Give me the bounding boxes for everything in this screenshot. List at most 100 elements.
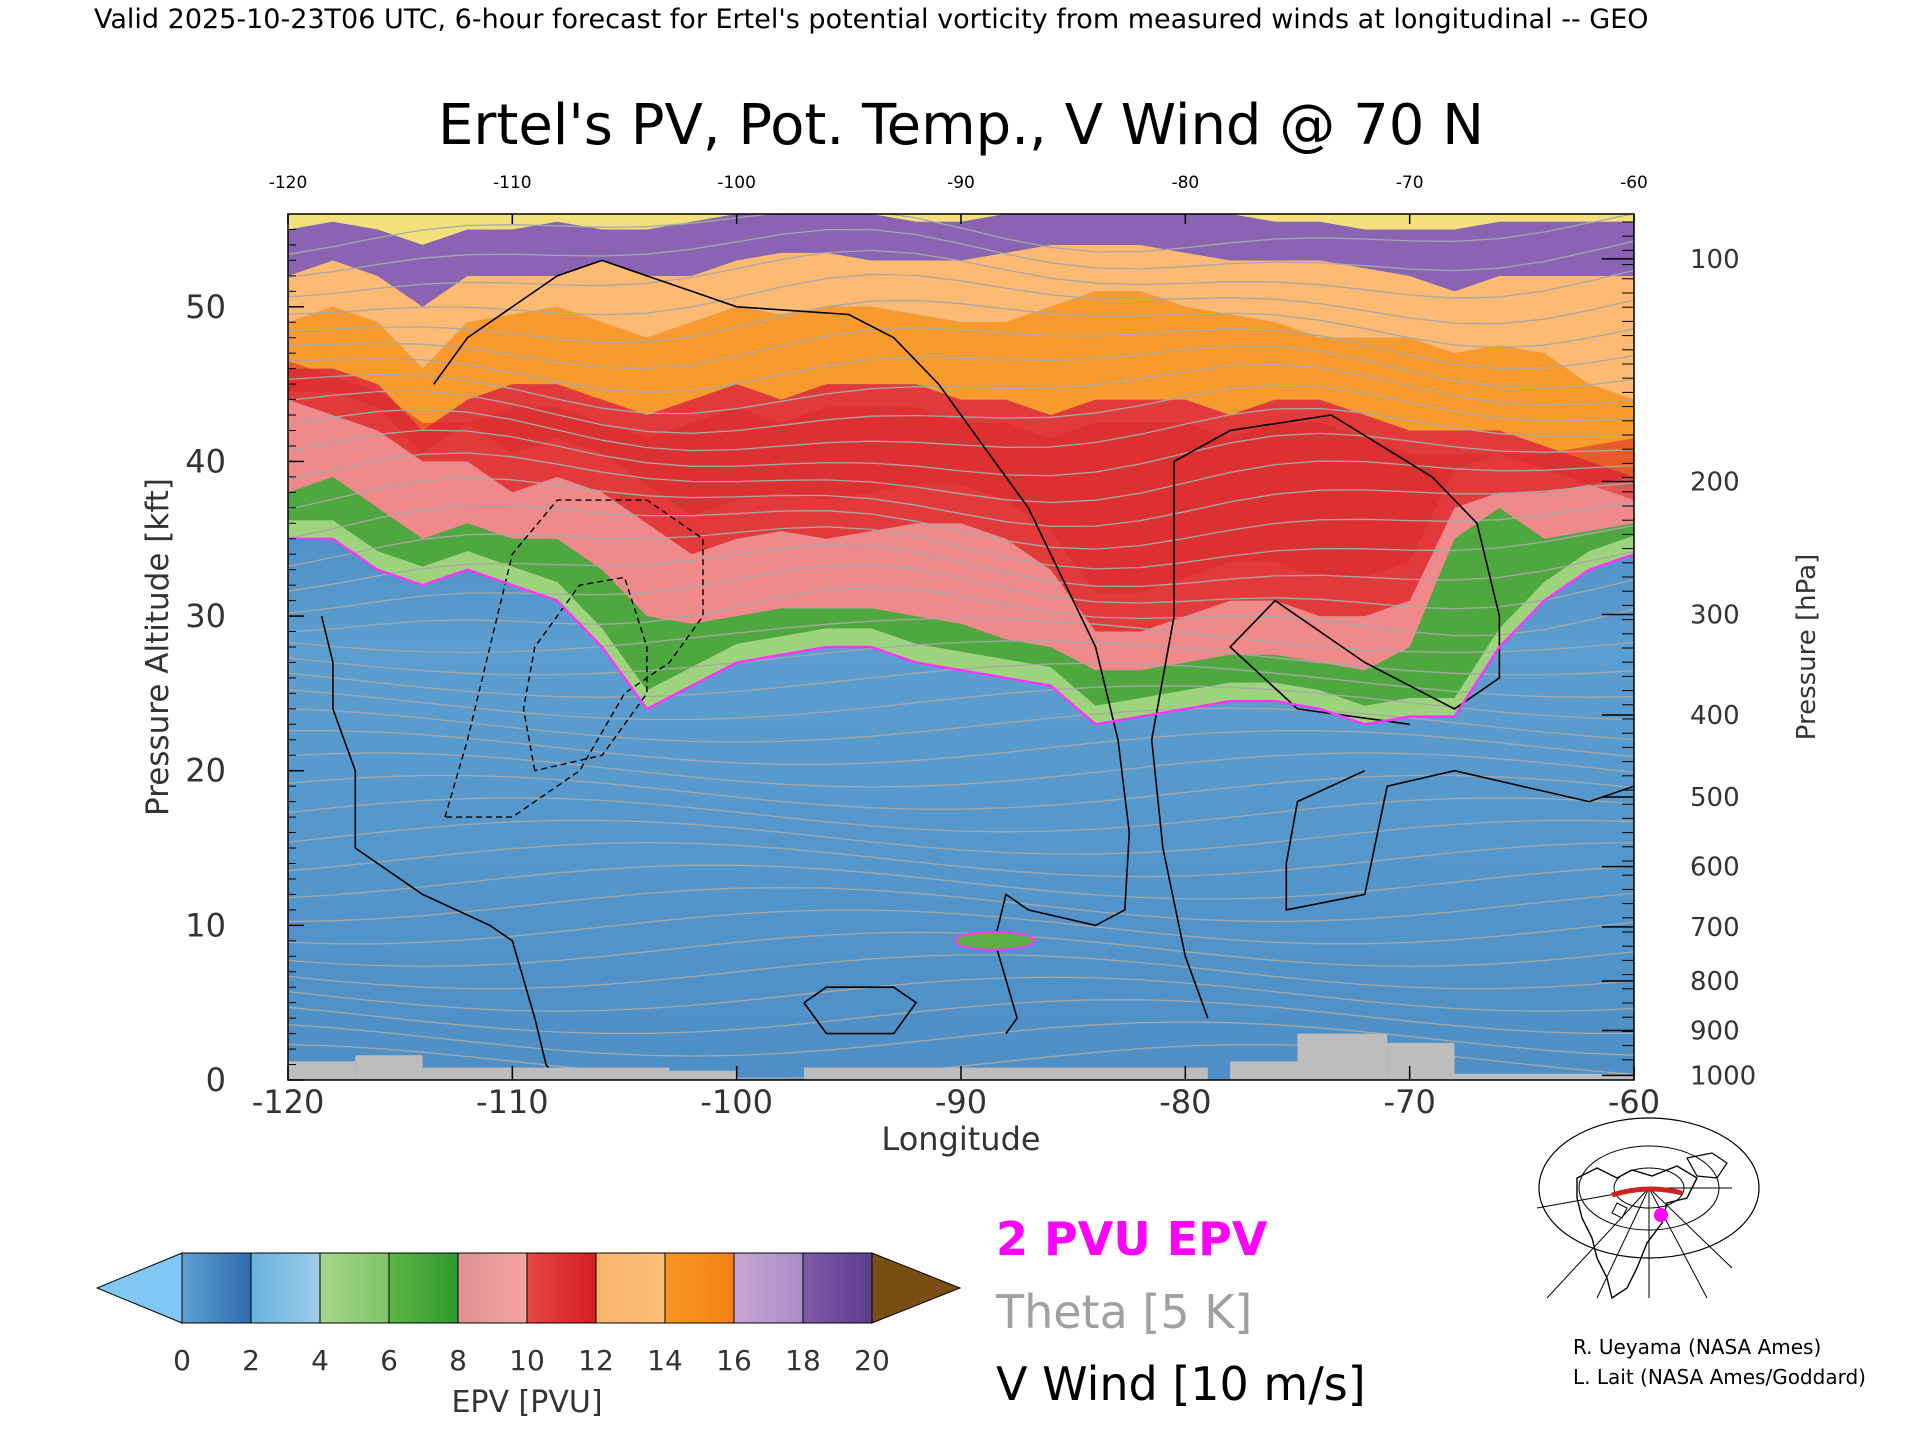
pv-band-pink bbox=[288, 399, 1634, 671]
colorbar-segment bbox=[388, 1252, 459, 1324]
pressure-tick-label: 800 bbox=[1690, 967, 1740, 997]
vwind-contour-negative bbox=[522, 576, 648, 772]
theta-contour bbox=[288, 976, 1634, 1012]
x-axis-label: Longitude bbox=[881, 1120, 1040, 1158]
colorbar-segment bbox=[595, 1252, 666, 1324]
theta-contour bbox=[288, 999, 1634, 1035]
pvu-2-blob bbox=[953, 930, 1036, 951]
theta-contour bbox=[288, 544, 1634, 592]
legend-theta: Theta [5 K] bbox=[995, 1285, 1252, 1339]
theta-contour bbox=[288, 477, 1634, 528]
x-tick-label: -70 bbox=[1384, 1083, 1436, 1121]
pressure-tick-label: 100 bbox=[1690, 245, 1740, 275]
legend-pvu: 2 PVU EPV bbox=[996, 1212, 1268, 1266]
theta-contour bbox=[288, 886, 1634, 923]
theta-contour bbox=[288, 617, 1634, 654]
colorbar-under-arrow bbox=[95, 1252, 183, 1324]
terrain-block bbox=[1230, 1061, 1298, 1080]
y-tick-label: 30 bbox=[185, 597, 226, 635]
colorbar-tick-label: 12 bbox=[578, 1344, 614, 1377]
theta-contour bbox=[288, 214, 1634, 255]
x-tick-label-top: -110 bbox=[493, 173, 532, 193]
pressure-tick-label: 500 bbox=[1690, 783, 1740, 813]
vwind-contour bbox=[433, 259, 1131, 1035]
terrain-block bbox=[1297, 1033, 1388, 1080]
x-tick-label-top: -60 bbox=[1620, 173, 1648, 193]
colorbar-tick-label: 18 bbox=[785, 1344, 821, 1377]
x-tick-label: -90 bbox=[935, 1083, 987, 1121]
theta-contour bbox=[288, 363, 1634, 415]
colorbar-segment bbox=[526, 1252, 597, 1324]
vwind-contour-negative bbox=[444, 499, 704, 818]
y-tick-label: 10 bbox=[185, 906, 226, 944]
theta-contour bbox=[288, 586, 1634, 637]
colorbar-segment bbox=[250, 1252, 321, 1324]
theta-contour bbox=[288, 931, 1634, 967]
colorbar-over-arrow bbox=[871, 1252, 962, 1324]
y-tick-label: 20 bbox=[185, 752, 226, 790]
x-tick-label: -60 bbox=[1608, 1083, 1660, 1121]
terrain-block bbox=[669, 1070, 737, 1080]
theta-contour bbox=[288, 797, 1634, 833]
x-tick-label: -110 bbox=[476, 1083, 549, 1121]
pressure-tick-label: 300 bbox=[1690, 601, 1740, 631]
theta-contour bbox=[288, 909, 1634, 945]
terrain-block bbox=[288, 1061, 356, 1080]
terrain-block bbox=[355, 1055, 423, 1080]
pv-band-light-green bbox=[288, 520, 1634, 725]
colorbar-tick-label: 6 bbox=[380, 1344, 398, 1377]
pvu-2-contour bbox=[288, 537, 1634, 726]
theta-contour bbox=[288, 564, 1634, 614]
theta-contour bbox=[288, 774, 1634, 810]
theta-contour bbox=[288, 345, 1634, 394]
theta-contour bbox=[288, 452, 1634, 504]
y-tick-label: 40 bbox=[185, 442, 226, 480]
legend-vwind: V Wind [10 m/s] bbox=[996, 1357, 1366, 1411]
pressure-tick-label: 700 bbox=[1690, 913, 1740, 943]
vwind-contour bbox=[803, 986, 918, 1035]
x-tick-label-top: -120 bbox=[269, 173, 308, 193]
pressure-tick-label: 900 bbox=[1690, 1017, 1740, 1047]
locator-map bbox=[1536, 1117, 1760, 1300]
y-axis-label: Pressure Altitude [kft] bbox=[140, 478, 176, 816]
theta-contour bbox=[288, 273, 1634, 325]
pressure-tick-label: 600 bbox=[1690, 853, 1740, 883]
theta-contour bbox=[288, 299, 1634, 349]
x-tick-label: -120 bbox=[252, 1083, 325, 1121]
theta-contour bbox=[288, 1021, 1634, 1057]
theta-contour bbox=[288, 524, 1634, 570]
x-tick-label-top: -100 bbox=[717, 173, 756, 193]
terrain-block bbox=[1095, 1067, 1208, 1080]
terrain-block bbox=[803, 1067, 1096, 1080]
theta-contour bbox=[288, 384, 1634, 434]
colorbar-segment bbox=[181, 1252, 252, 1324]
theta-contour bbox=[288, 819, 1634, 855]
theta-contour bbox=[288, 640, 1634, 676]
pressure-tick-label: 1000 bbox=[1690, 1061, 1756, 1091]
colorbar-tick-label: 2 bbox=[242, 1344, 260, 1377]
theta-contour bbox=[288, 228, 1634, 278]
colorbar-segment bbox=[319, 1252, 390, 1324]
pv-band-yellow bbox=[288, 214, 1634, 245]
x-tick-label: -100 bbox=[700, 1083, 773, 1121]
colorbar-tick-label: 14 bbox=[647, 1344, 683, 1377]
theta-contour bbox=[288, 730, 1634, 766]
colorbar-tick-label: 16 bbox=[716, 1344, 752, 1377]
colorbar-segment bbox=[733, 1252, 804, 1324]
terrain-block bbox=[422, 1067, 670, 1080]
theta-contour bbox=[288, 502, 1634, 550]
terrain-block bbox=[1454, 1073, 1634, 1080]
theta-contour bbox=[288, 954, 1634, 990]
vwind-contour bbox=[1285, 769, 1634, 911]
chart-title: Ertel's PV, Pot. Temp., V Wind @ 70 N bbox=[438, 93, 1484, 158]
colorbar-segment bbox=[802, 1252, 873, 1324]
colorbar-tick-label: 20 bbox=[854, 1344, 890, 1377]
theta-contour bbox=[288, 249, 1634, 299]
pressure-tick-label: 200 bbox=[1690, 468, 1740, 498]
theta-contour bbox=[288, 841, 1634, 878]
pv-band-orange bbox=[288, 291, 1634, 477]
x-tick-label-top: -70 bbox=[1396, 173, 1424, 193]
credit-line-1: R. Ueyama (NASA Ames) bbox=[1573, 1335, 1821, 1359]
theta-contour bbox=[288, 327, 1634, 370]
